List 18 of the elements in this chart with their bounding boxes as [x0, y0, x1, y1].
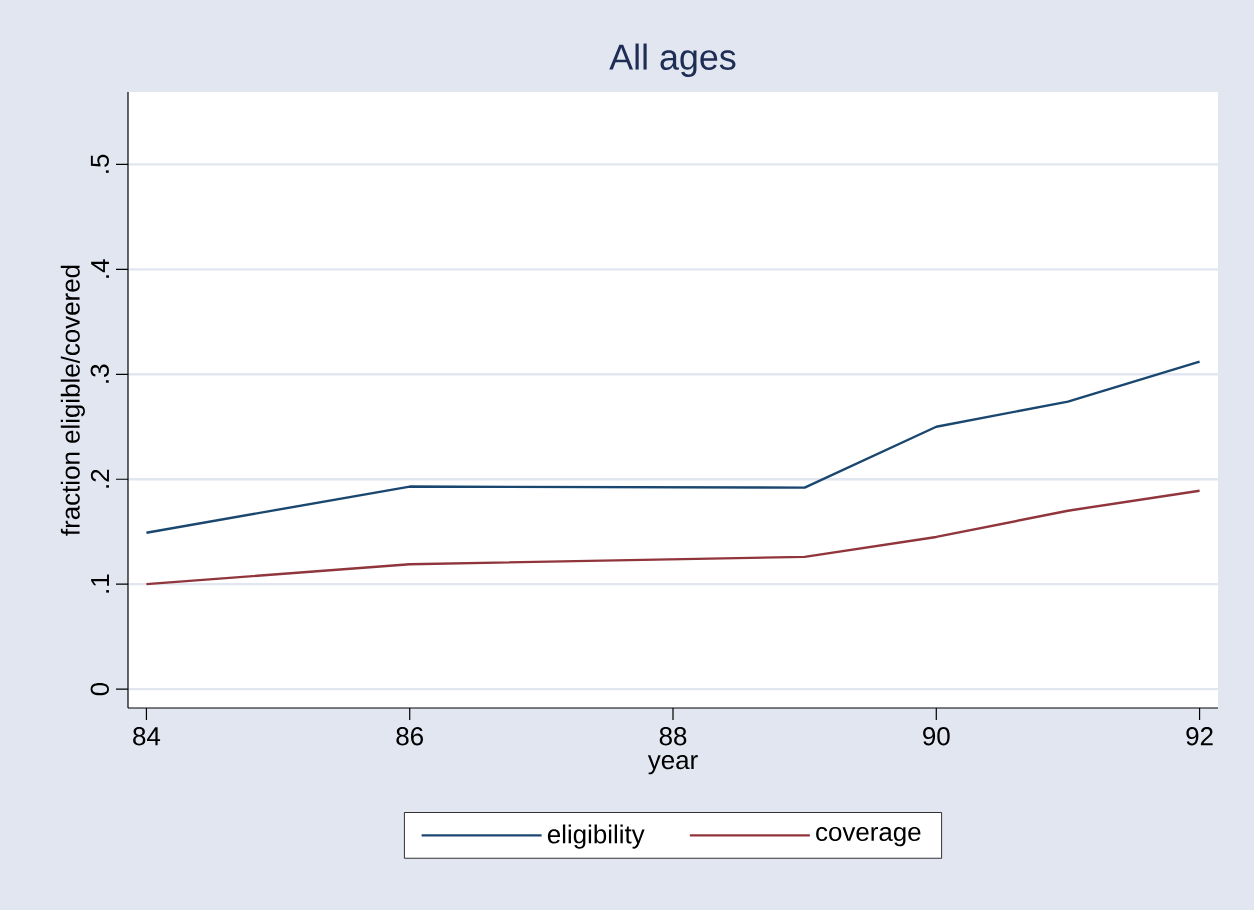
x-tick-label: 84 — [133, 727, 161, 746]
y-tick-label: .2 — [90, 469, 109, 488]
y-tick-label: .4 — [91, 259, 109, 278]
y-tick-label: .5 — [90, 154, 109, 173]
x-axis-title: year — [647, 755, 698, 775]
line-series — [145, 360, 1201, 534]
legend-label: eligibility — [547, 824, 645, 849]
line-series — [145, 489, 1201, 586]
x-tick-label: 90 — [923, 727, 950, 746]
x-tick-label: 88 — [659, 727, 687, 746]
legend-label: coverage — [816, 826, 921, 847]
y-tick-label: .3 — [90, 364, 109, 383]
x-tick-label: 86 — [396, 727, 423, 746]
y-axis-title: fraction eligible/covered — [60, 265, 85, 536]
y-tick-label: 0 — [90, 682, 109, 696]
y-tick-label: .1 — [91, 574, 109, 593]
x-tick-label: 92 — [1186, 727, 1213, 746]
chart-title: All ages — [609, 43, 736, 77]
